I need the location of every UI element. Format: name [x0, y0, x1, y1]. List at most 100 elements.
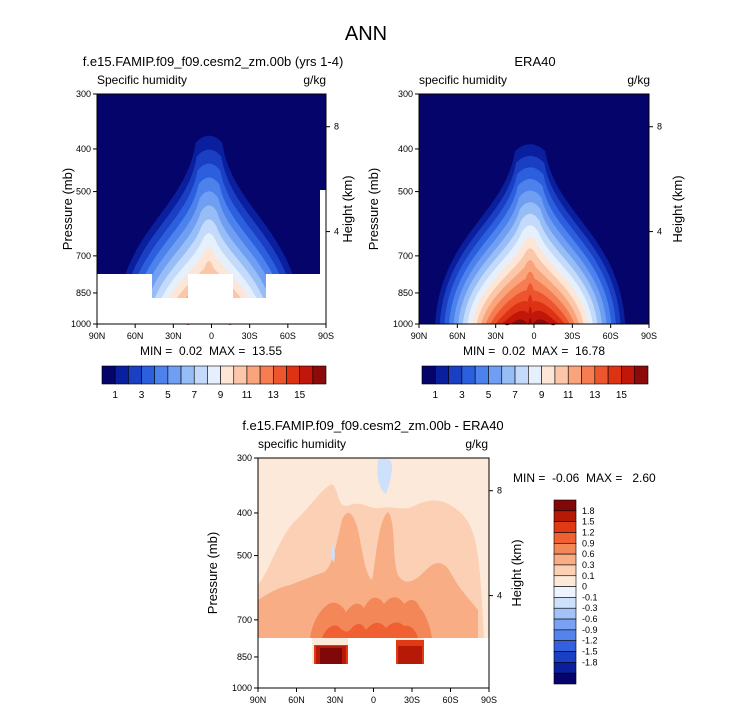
panel-diff-mask-left — [258, 638, 312, 688]
colorbar-model: 1 3 5 7 9 11 13 15 — [101, 365, 327, 401]
colorbar-diff: 1.81.51.20.90.60.30.10-0.1-0.3-0.6-0.9-1… — [553, 499, 598, 685]
colorbar-label: 1 — [112, 390, 118, 401]
panel-obs-title: ERA40 — [514, 54, 555, 69]
colorbar-label: 0 — [582, 582, 587, 592]
colorbar-label: 1.5 — [582, 517, 595, 527]
colorbar-label: 0.6 — [582, 549, 595, 559]
panel-diff: f.e15.FAMIP.f09_f09.cesm2_zm.00b - ERA40… — [205, 418, 656, 705]
colorbar-box — [488, 365, 503, 385]
panel-diff-contours — [258, 458, 484, 664]
panel-diff-units: g/kg — [465, 437, 488, 451]
colorbar-label: 9 — [539, 390, 545, 401]
ytick-label: 300 — [398, 89, 413, 99]
colorbar-box — [448, 365, 463, 385]
colorbar-box — [553, 651, 577, 663]
panel-model-title: f.e15.FAMIP.f09_f09.cesm2_zm.00b (yrs 1-… — [83, 54, 344, 69]
panel-diff-axes: 300 400 500 700 850 1000 90N 60N 30N 0 30S 60S 90S 8 4 — [232, 453, 502, 705]
colorbar-box — [567, 365, 582, 385]
panel-model-mask-right — [266, 274, 326, 324]
colorbar-box — [167, 365, 182, 385]
panel-obs: ERA40 specific humidity g/kg Pressure (m… — [366, 54, 685, 358]
xtick-label: 90N — [411, 331, 428, 341]
colorbar-box — [553, 597, 577, 609]
ytick-label: 500 — [398, 187, 413, 197]
xtick-label: 0 — [209, 331, 214, 341]
colorbar-box — [541, 365, 556, 385]
colorbar-label: -1.5 — [582, 647, 598, 657]
panel-obs-units: g/kg — [627, 73, 650, 87]
colorbar-box — [554, 365, 569, 385]
height-tick-label: 8 — [657, 122, 662, 132]
colorbar-label: 1.8 — [582, 506, 595, 516]
colorbar-box — [154, 365, 169, 385]
colorbar-box — [220, 365, 235, 385]
colorbar-box — [553, 607, 577, 620]
colorbar-label: 9 — [218, 390, 224, 401]
colorbar-box — [514, 365, 529, 385]
panel-diff-mask-right — [424, 638, 489, 688]
colorbar-box — [259, 365, 274, 385]
diff-region-12 — [322, 622, 418, 638]
colorbar-label: 1.2 — [582, 527, 595, 537]
colorbar-label: 15 — [616, 390, 628, 401]
panel-model-mask-low — [152, 298, 266, 324]
colorbar-box — [434, 365, 449, 385]
colorbar-box — [553, 532, 577, 544]
xtick-label: 90N — [89, 331, 106, 341]
panel-model-height-label: Height (km) — [340, 175, 355, 242]
colorbar-box — [553, 672, 577, 685]
colorbar-box — [553, 542, 577, 555]
colorbar-box — [272, 365, 287, 385]
colorbar-box — [461, 365, 476, 385]
colorbar-box — [299, 365, 314, 385]
panel-model-units: g/kg — [303, 73, 326, 87]
colorbar-box — [528, 365, 542, 385]
xtick-label: 60N — [449, 331, 466, 341]
colorbar-box — [553, 521, 577, 533]
panel-diff-variable: specific humidity — [258, 437, 346, 451]
colorbar-label: 13 — [268, 390, 280, 401]
xtick-label: 90S — [641, 331, 657, 341]
colorbar-label: -1.2 — [582, 636, 598, 646]
panel-obs-variable: specific humidity — [419, 73, 507, 87]
height-tick-label: 4 — [334, 227, 339, 237]
ytick-label: 300 — [76, 89, 91, 99]
colorbar-label: -0.9 — [582, 625, 598, 635]
colorbar-box — [553, 510, 577, 522]
xtick-label: 30N — [487, 331, 504, 341]
contour-level-15 — [499, 306, 561, 324]
xtick-label: 60S — [442, 695, 458, 705]
colorbar-box — [621, 365, 636, 385]
panel-diff-ylabel: Pressure (mb) — [205, 532, 220, 614]
colorbar-label: 7 — [512, 390, 518, 401]
colorbar-box — [286, 365, 300, 385]
colorbar-box — [141, 365, 156, 385]
colorbar-label: -1.8 — [582, 657, 598, 667]
ytick-label: 400 — [76, 144, 91, 154]
panel-model-mask-edge — [320, 190, 326, 274]
panel-model: f.e15.FAMIP.f09_f09.cesm2_zm.00b (yrs 1-… — [60, 54, 355, 358]
xtick-label: 30N — [327, 695, 344, 705]
xtick-label: 90S — [481, 695, 497, 705]
ytick-label: 500 — [76, 187, 91, 197]
ytick-label: 1000 — [71, 319, 91, 329]
ytick-label: 850 — [76, 288, 91, 298]
colorbar-label: -0.3 — [582, 603, 598, 613]
colorbar-box — [246, 365, 261, 385]
colorbar-obs: 1 3 5 7 9 11 13 15 — [421, 365, 649, 401]
colorbar-box — [501, 365, 516, 385]
xtick-label: 30N — [165, 331, 182, 341]
colorbar-box — [594, 365, 609, 385]
xtick-label: 60N — [127, 331, 144, 341]
colorbar-box — [581, 365, 596, 385]
panel-obs-height-label: Height (km) — [670, 175, 685, 242]
colorbar-box — [421, 365, 436, 385]
xtick-label: 0 — [531, 331, 536, 341]
ytick-label: 1000 — [393, 319, 413, 329]
panel-obs-axes: 300 400 500 700 850 1000 90N 60N 30N 0 30S 60S 90S 8 4 — [393, 89, 662, 341]
height-tick-label: 4 — [657, 227, 662, 237]
colorbar-box — [553, 575, 577, 587]
ytick-label: 400 — [398, 144, 413, 154]
ytick-label: 1000 — [232, 683, 252, 693]
